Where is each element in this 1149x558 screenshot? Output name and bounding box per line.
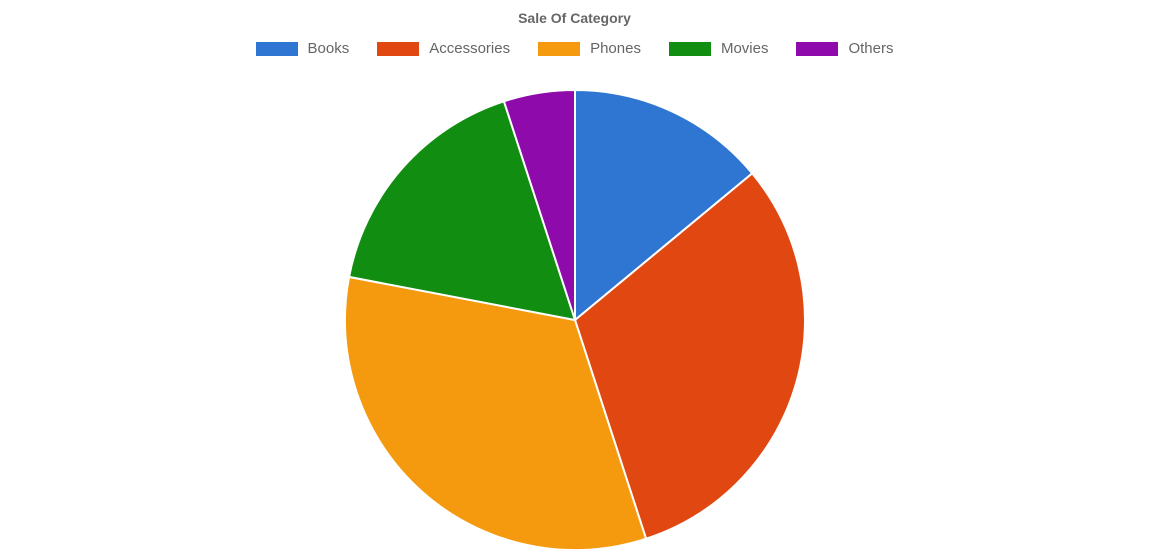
legend-item-movies[interactable]: Movies — [669, 40, 769, 57]
legend-label-accessories: Accessories — [429, 40, 510, 57]
legend-label-others: Others — [848, 40, 893, 57]
pie-chart — [325, 70, 825, 558]
chart-legend: Books Accessories Phones Movies Others — [0, 40, 1149, 57]
legend-swatch-accessories — [377, 42, 419, 56]
chart-title: Sale Of Category — [0, 10, 1149, 26]
legend-swatch-movies — [669, 42, 711, 56]
legend-item-others[interactable]: Others — [796, 40, 893, 57]
legend-item-books[interactable]: Books — [256, 40, 350, 57]
legend-label-movies: Movies — [721, 40, 769, 57]
legend-swatch-others — [796, 42, 838, 56]
pie-wrap — [0, 70, 1149, 558]
legend-swatch-books — [256, 42, 298, 56]
legend-item-accessories[interactable]: Accessories — [377, 40, 510, 57]
legend-label-phones: Phones — [590, 40, 641, 57]
legend-item-phones[interactable]: Phones — [538, 40, 641, 57]
pie-chart-container: Sale Of Category Books Accessories Phone… — [0, 0, 1149, 558]
legend-label-books: Books — [308, 40, 350, 57]
legend-swatch-phones — [538, 42, 580, 56]
